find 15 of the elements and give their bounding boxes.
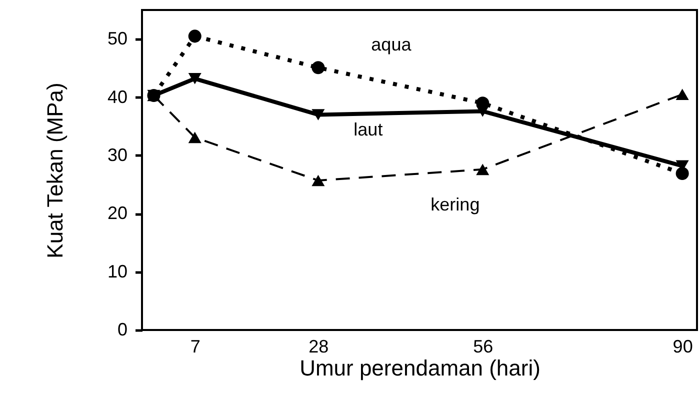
y-tick-label: 30 [107,144,128,165]
y-tick-label: 0 [117,320,128,340]
series-label: laut [354,120,383,140]
y-tick-label: 50 [107,28,128,49]
x-axis-title: Umur perendaman (hari) [300,356,540,380]
y-tick-label: 40 [107,86,128,107]
y-axis-title: Kuat Tekan (MPa) [42,82,68,258]
x-tick-label: 7 [190,336,200,356]
y-tick-label: 10 [107,261,128,282]
series-label: kering [430,194,480,214]
x-tick-label: 90 [672,336,693,356]
y-tick-label: 20 [107,203,128,224]
x-tick-label: 56 [473,336,494,356]
x-tick-label: 28 [308,336,329,356]
series-label: aqua [371,34,412,55]
